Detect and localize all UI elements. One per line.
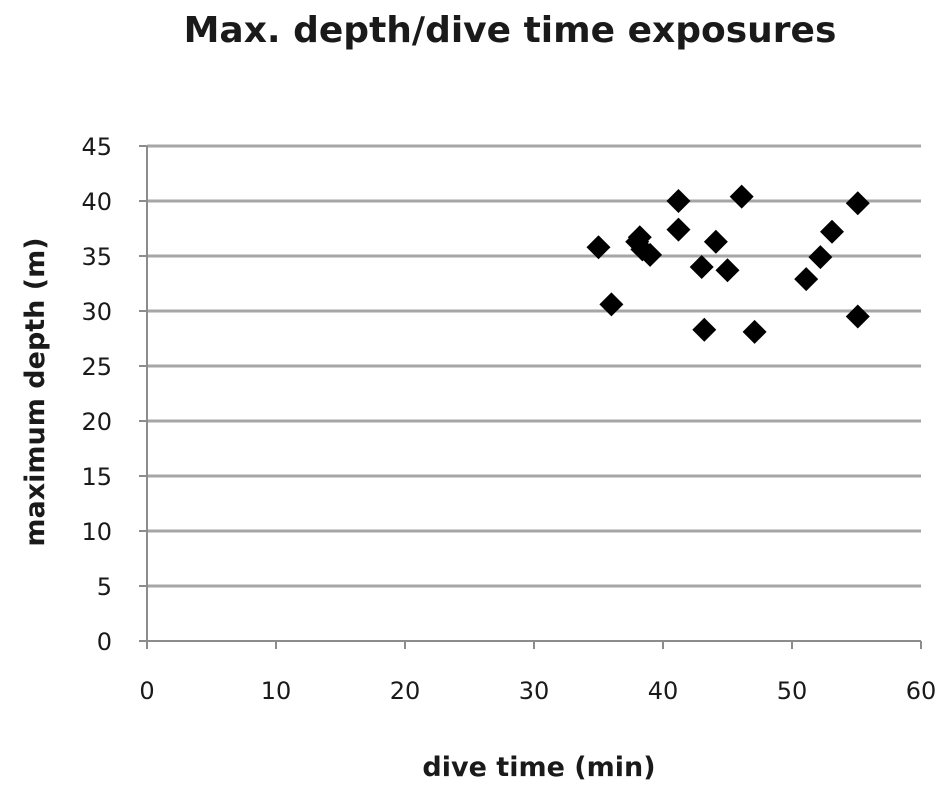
gridlines [147, 144, 921, 588]
y-tick-labels: 0 5 10 15 20 25 30 35 40 45 [81, 133, 147, 656]
data-point-diamond [808, 245, 833, 270]
x-tick-label: 20 [390, 677, 421, 705]
axes [146, 146, 921, 642]
x-tick-labels: 0 10 20 30 40 50 60 [139, 641, 936, 705]
data-point-diamond [689, 255, 714, 279]
data-point-diamond [692, 317, 717, 342]
data-point-diamond [599, 292, 624, 317]
data-point-diamond [666, 189, 691, 213]
x-tick-label: 60 [906, 677, 937, 705]
data-points [586, 184, 870, 344]
data-point-diamond [845, 191, 870, 216]
data-point-diamond [845, 304, 870, 329]
data-point-diamond [638, 242, 663, 267]
y-tick-label: 15 [81, 463, 112, 491]
y-tick-label: 45 [81, 133, 112, 161]
x-axis-label: dive time (min) [422, 752, 655, 783]
y-tick-label: 30 [81, 298, 112, 326]
data-point-diamond [715, 258, 740, 283]
x-tick-label: 0 [139, 677, 154, 705]
data-point-diamond [666, 217, 691, 242]
data-point-diamond [586, 235, 611, 260]
x-tick-label: 40 [648, 677, 679, 705]
y-tick-label: 0 [97, 628, 112, 656]
data-point-diamond [794, 267, 819, 292]
y-tick-label: 35 [81, 243, 112, 271]
data-point-diamond [729, 184, 754, 209]
y-tick-label: 25 [81, 353, 112, 381]
x-tick-label: 10 [261, 677, 292, 705]
y-tick-label: 5 [97, 573, 112, 601]
y-axis-label: maximum depth (m) [20, 237, 51, 546]
y-tick-label: 40 [81, 188, 112, 216]
x-tick-label: 50 [777, 677, 808, 705]
chart-title: Max. depth/dive time exposures [184, 10, 837, 51]
data-point-diamond [819, 219, 844, 244]
data-point-diamond [742, 319, 767, 344]
x-tick-label: 30 [519, 677, 550, 705]
data-point-diamond [703, 229, 728, 254]
y-tick-label: 10 [81, 518, 112, 546]
y-tick-label: 20 [81, 408, 112, 436]
